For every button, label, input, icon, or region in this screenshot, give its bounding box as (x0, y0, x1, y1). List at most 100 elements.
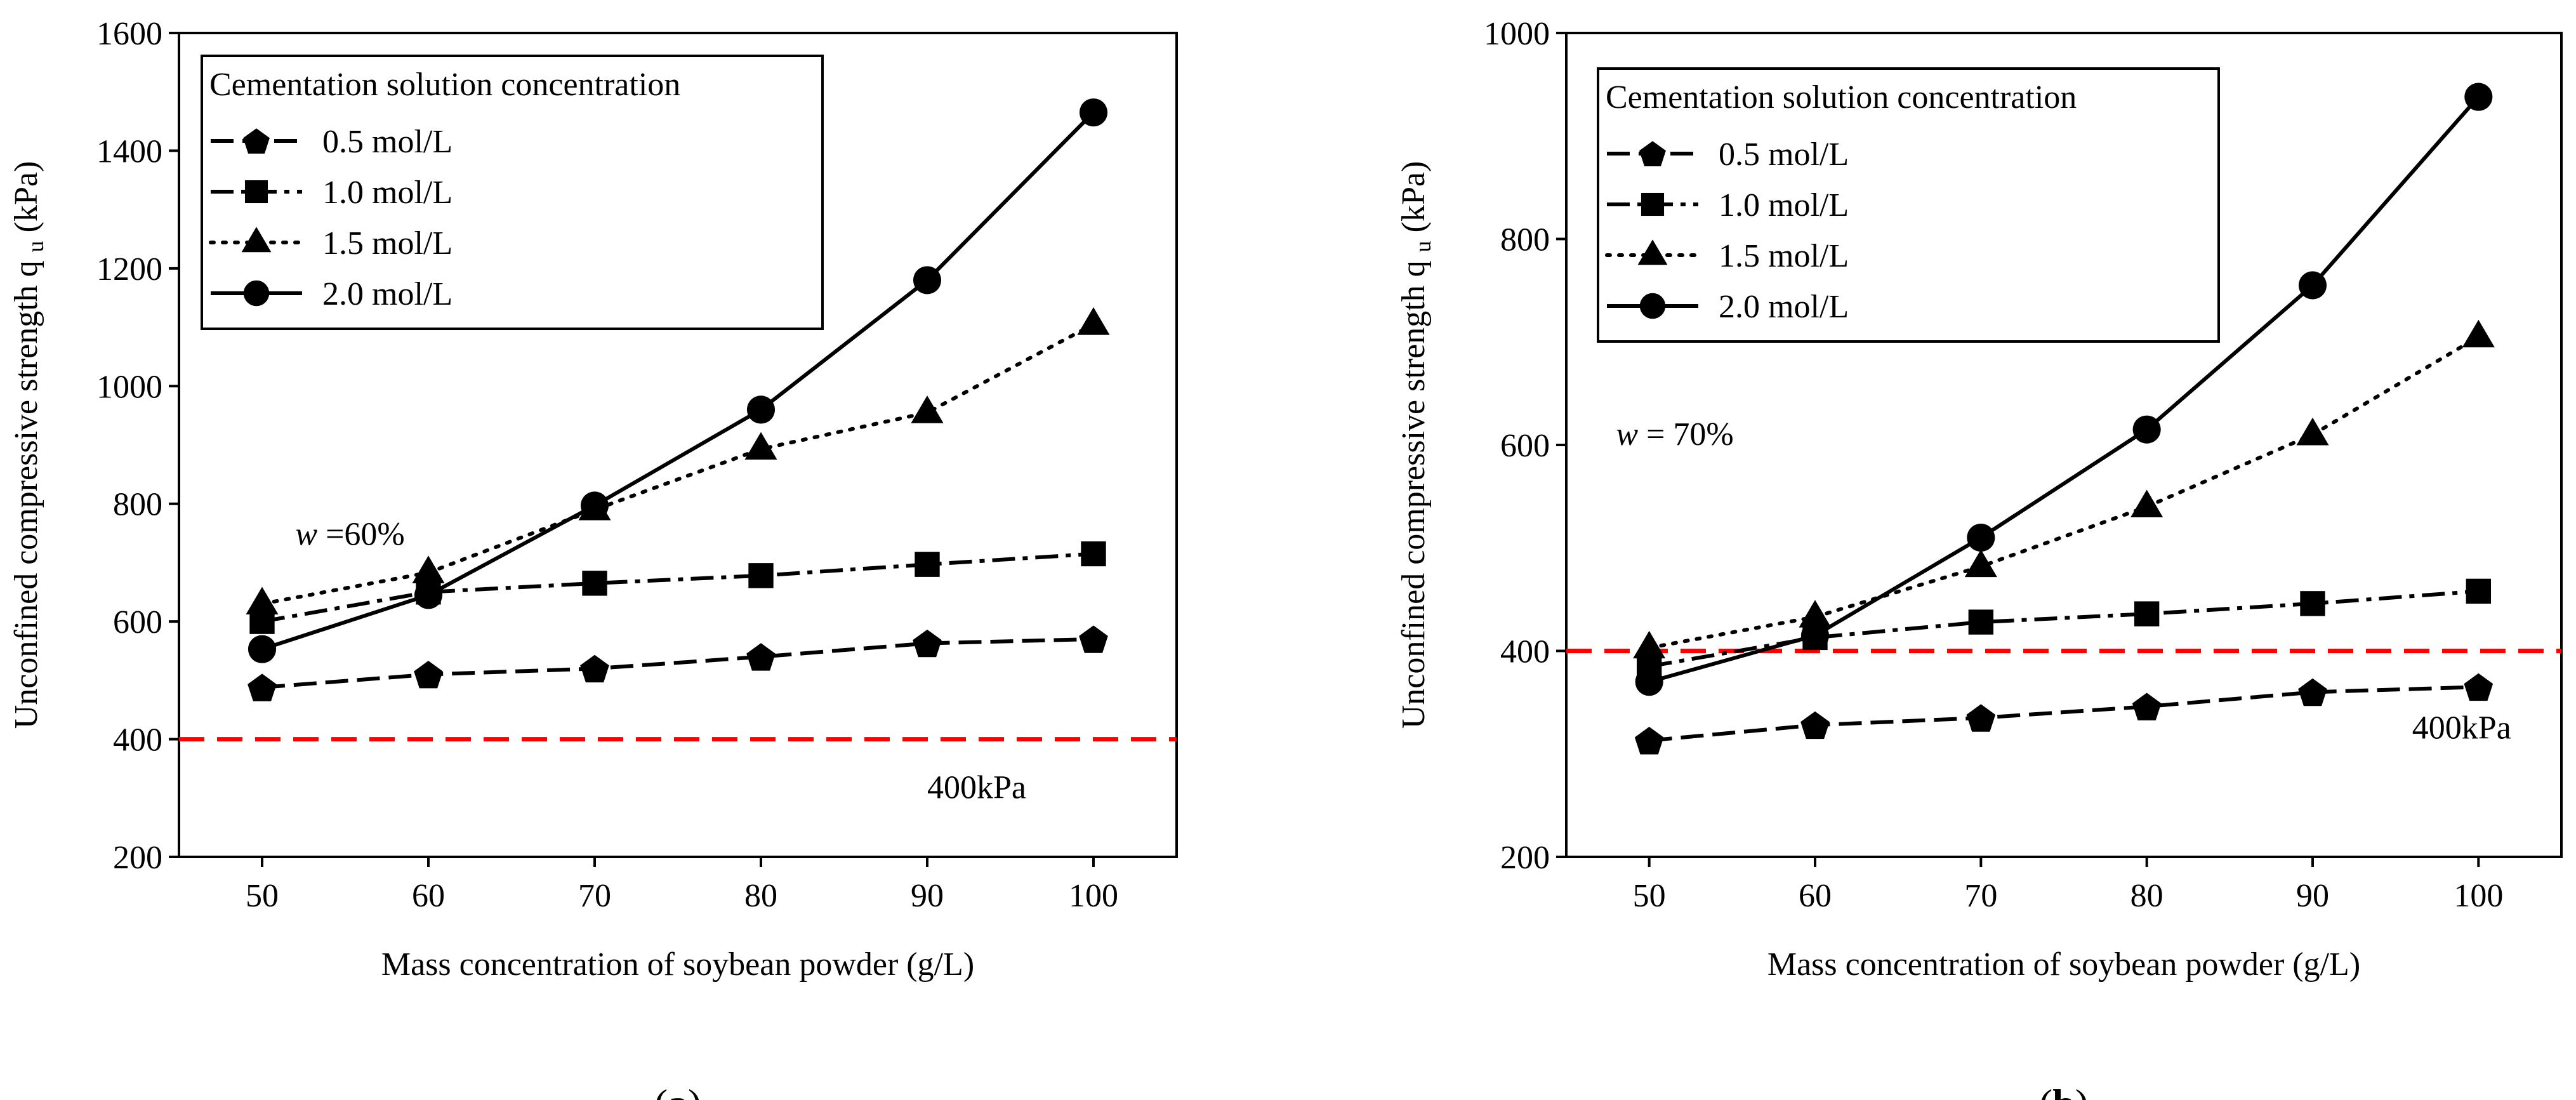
panel-b-data-point-s1-x70 (1966, 704, 1996, 732)
panel-b-data-point-s3-x100 (2462, 319, 2495, 348)
panel-b-legend-label-1: 0.5 mol/L (1719, 136, 1849, 173)
panel-a-legend-marker-1 (243, 128, 270, 154)
panel-a-y-axis-title-unit: (kPa) (8, 161, 44, 241)
panel-a-data-point-s2-x70 (582, 571, 607, 596)
panel-b-data-point-s4-x80 (2132, 415, 2161, 444)
panel-b-x-tick-label: 90 (2296, 878, 2329, 914)
panel-a-x-tick-label: 60 (412, 878, 445, 914)
panel-b-data-point-s1-x100 (2464, 673, 2493, 701)
panel-a-y-tick-label: 1200 (96, 251, 162, 288)
panel-b-y-tick-label: 600 (1500, 428, 1550, 464)
chart-panel-b: 200 400 600 800 1000 50 60 70 80 90 100 Mass concen… (1396, 16, 2563, 1100)
panel-b-x-tick-label: 100 (2454, 878, 2503, 914)
panel-b-legend-marker-4 (1639, 293, 1666, 319)
panel-a-legend-marker-4 (243, 280, 270, 307)
panel-b-data-point-s2-x100 (2466, 578, 2492, 604)
panel-b-legend-label-4: 2.0 mol/L (1719, 289, 1849, 325)
panel-a-legend-label-2: 1.0 mol/L (322, 175, 452, 211)
panel-a-data-point-s3-x50 (246, 586, 279, 614)
panel-b-y-axis-title-unit: (kPa) (1396, 161, 1432, 241)
panel-a-legend: Cementation solution concentration 0.5 mo… (201, 55, 824, 330)
panel-b-data-point-s1-x60 (1800, 711, 1830, 739)
panel-b-annotation-value: = 70% (1638, 416, 1734, 453)
panel-b-series-line-1 (1649, 685, 2479, 743)
panel-a-annotation-value: =60% (317, 517, 405, 553)
panel-b-data-point-s3-x70 (1964, 549, 1997, 578)
panel-b-legend-box (1597, 67, 2220, 343)
panel-b-data-point-s3-x80 (2130, 489, 2163, 518)
panel-a-data-point-s3-x60 (412, 555, 445, 583)
panel-a-data-point-s1-x50 (248, 673, 277, 701)
panel-b-data-point-s4-x50 (1635, 668, 1663, 696)
panel-a-legend-label-4: 2.0 mol/L (322, 276, 452, 312)
panel-a-data-point-s3-x80 (744, 432, 777, 460)
panel-a-x-tick-label: 70 (578, 878, 611, 914)
panel-a-y-tick-label: 1400 (96, 133, 162, 169)
panel-a-data-point-s4-x100 (1079, 98, 1108, 127)
panel-b-legend-marker-1 (1639, 141, 1666, 166)
panel-b-panel-label: (b) (2039, 1081, 2089, 1100)
panel-a-y-axis-title-main: Unconfined compressive strength q (8, 252, 44, 729)
panel-a-data-point-s4-x80 (746, 395, 776, 424)
panel-a-x-tick-label: 80 (744, 878, 777, 914)
panel-a-legend-marker-2 (244, 180, 268, 204)
panel-b-panel-label-close: ) (2075, 1081, 2089, 1100)
panel-a-data-point-s2-x80 (748, 563, 774, 588)
panel-a-y-tick-label: 600 (113, 604, 162, 640)
panel-a-legend-title: Cementation solution concentration (209, 67, 680, 103)
panel-a-reference-label: 400kPa (927, 769, 1026, 805)
panel-a-data-point-s1-x70 (580, 654, 609, 683)
panel-a-y-tick-label: 1000 (96, 369, 162, 405)
panel-a-annotation-var: w (295, 517, 317, 553)
panel-a-y-tick-label: 200 (113, 840, 162, 876)
panel-b-x-tick-label: 80 (2130, 878, 2163, 914)
panel-b-reference-label: 400kPa (2412, 710, 2511, 746)
panel-b-legend-marker-3 (1637, 239, 1668, 265)
panel-a-data-point-s4-x70 (580, 491, 609, 520)
panel-a-panel-label-letter: a (668, 1081, 688, 1100)
panel-a-x-axis-title: Mass concentration of soybean powder (g/… (381, 946, 974, 983)
panel-b-data-point-s1-x80 (2132, 692, 2162, 720)
panel-b-y-axis-title-subscript: u (1410, 241, 1436, 252)
panel-b-annotation: w = 70% (1616, 416, 1733, 453)
panel-b-x-axis-title: Mass concentration of soybean powder (g/… (1767, 946, 2360, 983)
panel-b-data-point-s1-x90 (2298, 678, 2327, 706)
panel-b-panel-label-open: ( (2039, 1081, 2052, 1100)
panel-a-data-point-s4-x90 (913, 266, 942, 295)
panel-b-data-point-s3-x50 (1633, 630, 1666, 659)
panel-a-y-axis-title: Unconfined compressive strength q u (kPa… (8, 161, 48, 729)
panel-b-data-point-s4-x90 (2298, 271, 2327, 300)
panel-b-x-tick-label: 60 (1799, 878, 1832, 914)
panel-a-y-tick-label: 800 (113, 487, 162, 523)
panel-a-data-point-s1-x90 (913, 629, 942, 658)
panel-b-legend-label-2: 1.0 mol/L (1719, 187, 1849, 223)
panel-a-y-axis-title-subscript: u (23, 241, 48, 252)
panel-a-panel-label-open: ( (654, 1081, 668, 1100)
panel-a-x-tick-label: 90 (911, 878, 944, 914)
panel-a-legend-label-1: 0.5 mol/L (322, 124, 452, 160)
panel-b-series-line-4 (1648, 95, 2480, 684)
panel-a-series-line-4 (261, 111, 1095, 651)
panel-b-y-tick-label: 1000 (1484, 16, 1550, 52)
panel-b-data-point-s4-x100 (2464, 83, 2493, 111)
panel-a-x-tick-label: 50 (246, 878, 279, 914)
panel-a-data-point-s1-x80 (746, 643, 776, 671)
panel-b-x-tick-label: 50 (1633, 878, 1666, 914)
panel-a-legend-marker-3 (241, 227, 272, 253)
panel-b-data-point-s3-x90 (2296, 417, 2329, 446)
panel-b-series-line-2 (1649, 589, 2479, 668)
panel-b-data-point-s2-x80 (2134, 601, 2160, 626)
chart-panel-a: 200 400 600 800 1000 1200 1400 1600 50 60 70 80 90 10… (8, 16, 1178, 1100)
panel-a-y-tick-label: 400 (113, 722, 162, 759)
panel-a-data-point-s4-x50 (248, 635, 277, 663)
panel-b-data-point-s4-x70 (1967, 523, 1995, 552)
panel-a-data-point-s4-x60 (414, 581, 443, 609)
panel-b-y-axis-title: Unconfined compressive strength q u (kPa… (1396, 161, 1436, 729)
panel-a-data-point-s1-x100 (1079, 625, 1108, 653)
panel-b-x-tick-label: 70 (1964, 878, 1997, 914)
panel-a-panel-label: (a) (654, 1081, 702, 1100)
panel-a-x-tick-label: 100 (1069, 878, 1118, 914)
panel-b-legend-marker-2 (1641, 192, 1665, 216)
panel-b-legend-title: Cementation solution concentration (1606, 79, 2077, 116)
panel-a-data-point-s3-x90 (911, 395, 944, 423)
